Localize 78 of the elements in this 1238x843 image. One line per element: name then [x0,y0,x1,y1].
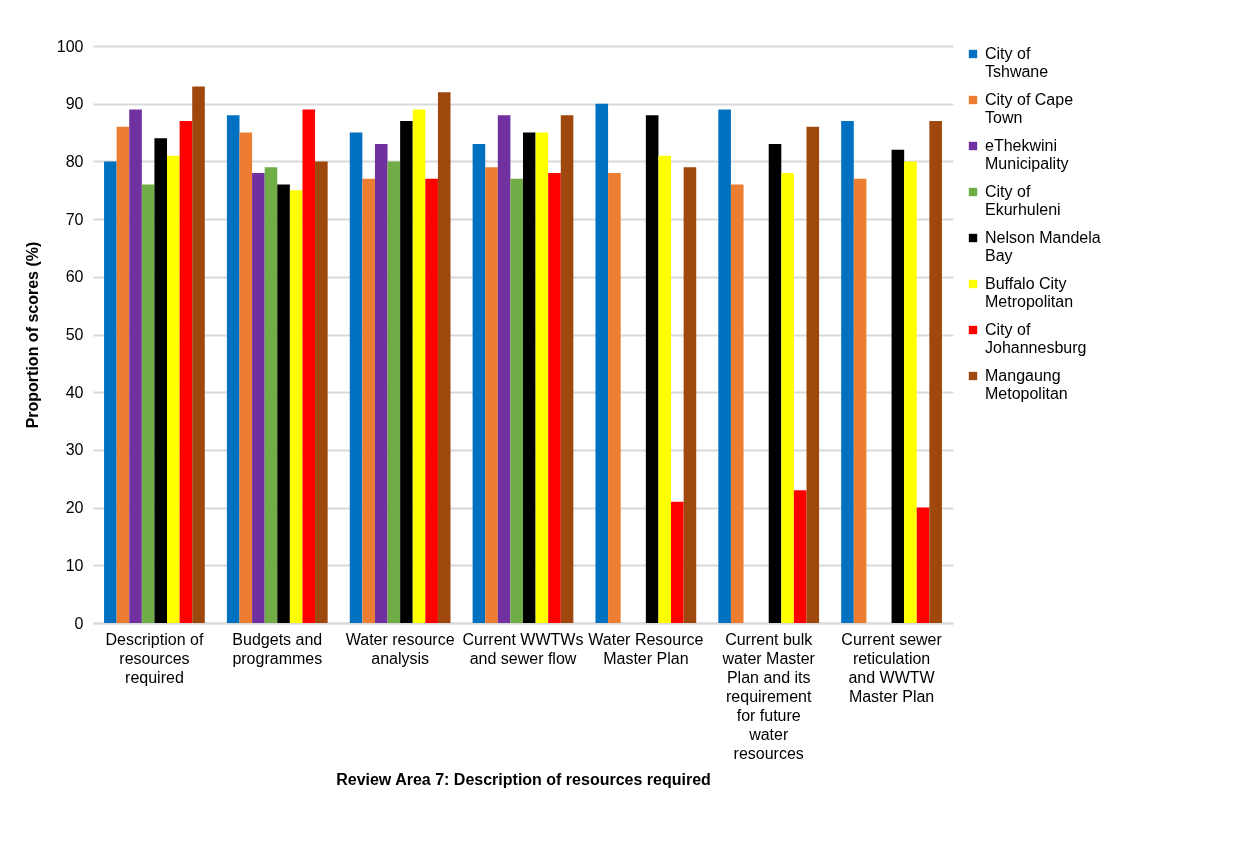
bar [192,86,205,623]
y-tick-label: 30 [65,441,84,459]
bar [853,178,867,623]
legend-label: Nelson Mandela Bay [985,229,1101,264]
legend-label: City of Cape Town [985,91,1074,126]
legend-label: Buffalo City Metropolitan [985,275,1074,310]
bar [929,121,942,623]
y-tick-label: 90 [65,95,84,113]
bar [349,132,363,623]
y-tick-label: 20 [65,499,84,517]
bar [718,109,731,623]
bar [781,172,794,623]
bar [104,161,117,623]
bar [116,126,130,623]
x-tick-label: Water resource analysis [345,630,455,667]
bar [154,138,168,623]
y-tick-label: 10 [65,556,84,574]
legend-label: Mangaung Metopolitan [985,367,1068,402]
y-axis-title: Proportion of scores (%) [23,241,41,429]
x-tick-label: Description of resources required [105,630,204,686]
bar [806,126,820,623]
bar [497,115,511,623]
bar [841,121,854,623]
x-axis-title: Review Area 7: Description of resources required [336,770,711,788]
bar [226,115,240,623]
x-tick-label: Current bulk water Master Plan and its requirement for future water resources [721,630,816,762]
bar [645,115,659,623]
bar [315,161,328,623]
bar [768,144,782,623]
y-tick-label: 100 [56,37,84,55]
bar [683,167,697,623]
legend-label: City of Johannesburg [985,321,1087,356]
y-tick-label: 40 [65,383,84,401]
bar [510,178,523,623]
bar [302,109,316,623]
bar [671,501,684,623]
bar [793,490,807,623]
bar [141,184,155,623]
bar [129,109,142,623]
bar [904,161,917,623]
x-tick-label: Water Resource Master Plan [588,630,704,667]
bar [374,144,388,623]
bar [387,161,401,623]
bar [179,121,193,623]
bar [595,103,609,623]
bar [239,132,253,623]
bar [264,167,278,623]
y-tick-label: 70 [65,210,84,228]
y-tick-label: 50 [65,326,84,343]
legend-label: eThekwini Municipality [985,137,1069,172]
bar [535,132,549,623]
bar [277,184,290,623]
bar [437,92,451,623]
bar [523,132,536,623]
bar [167,155,180,623]
bar [252,172,265,623]
bar [289,190,303,623]
y-tick-label: 60 [65,268,84,286]
y-tick-label: 0 [74,614,84,632]
bar [362,178,375,623]
bar [608,172,621,623]
bar [548,172,561,623]
bar [891,149,905,623]
bar [425,178,438,623]
bar [485,167,498,623]
bar [472,144,486,623]
bar [730,184,744,623]
bar [412,109,426,623]
bar [916,507,930,623]
legend-label: City of Tshwane [985,45,1049,80]
x-tick-label: Current sewer reticulation and WWTW Master Plan [841,630,943,705]
y-tick-label: 80 [65,152,84,170]
bar [658,155,672,623]
legend-label: City of Ekurhuleni [985,183,1061,218]
bar [400,121,413,623]
x-tick-label: Current WWTWs and sewer flow [462,630,584,667]
bar [560,115,574,623]
x-tick-label: Budgets and programmes [232,630,323,667]
